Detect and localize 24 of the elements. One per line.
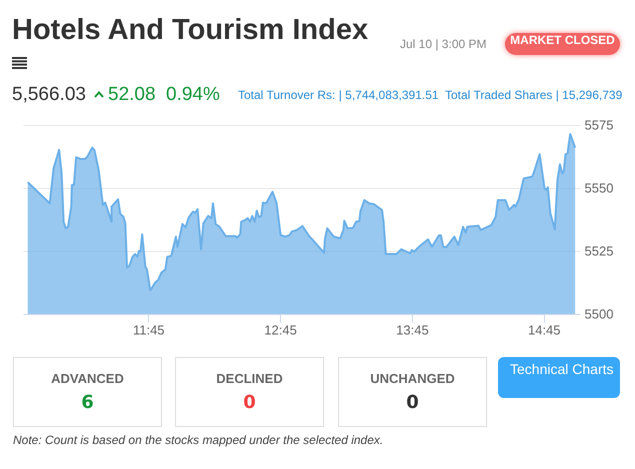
text: 6 <box>80 392 95 413</box>
text: Total Traded Shares | 15,296,739 <box>445 88 622 102</box>
x-tick-label: 14:45 <box>528 322 561 338</box>
y-tick-label: 5500 <box>584 306 614 322</box>
y-tick-label: 5575 <box>584 118 614 132</box>
text: Note: Count is based on the stocks mapped under the selected index. <box>13 433 384 447</box>
text: Technical Charts <box>498 357 620 398</box>
y-tick-label: 5525 <box>584 244 614 258</box>
text: MARKET CLOSED <box>505 33 620 55</box>
text: 0.94% <box>166 84 220 106</box>
text: 52.08 <box>108 84 156 106</box>
text: Total Turnover Rs: | 5,744,083,391.51 <box>238 88 439 102</box>
text: ADVANCED <box>50 371 125 386</box>
text: 0 <box>242 392 257 413</box>
chart-title: Hotels And Tourism Index <box>12 14 368 47</box>
x-tick-label: 12:45 <box>264 322 297 338</box>
text: DECLINED <box>215 371 284 386</box>
x-tick-label: 13:45 <box>396 322 429 338</box>
text: 0 <box>405 392 420 413</box>
x-tick-label: 11:45 <box>132 322 165 338</box>
y-tick-label: 5550 <box>584 180 614 196</box>
text: Jul 10 | 3:00 PM <box>400 37 486 51</box>
text: UNCHANGED <box>369 371 456 386</box>
text: 5,566.03 <box>12 84 86 106</box>
